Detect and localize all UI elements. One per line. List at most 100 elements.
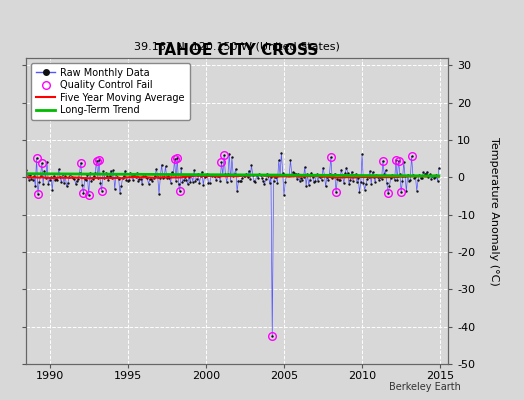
- Point: [147, 176, 156, 182]
- Point: [231, 170, 239, 177]
- Point: [422, 170, 430, 177]
- Point: [51, 177, 59, 183]
- Point: [342, 165, 351, 171]
- Point: [371, 179, 379, 185]
- Legend: Raw Monthly Data, Quality Control Fail, Five Year Moving Average, Long-Term Tren: Raw Monthly Data, Quality Control Fail, …: [31, 63, 190, 120]
- Point: [286, 157, 294, 163]
- Point: [54, 166, 63, 172]
- Point: [53, 177, 62, 183]
- Point: [285, 172, 293, 178]
- Point: [82, 177, 90, 184]
- Point: [192, 176, 201, 182]
- Point: [195, 180, 203, 186]
- Point: [254, 175, 262, 182]
- Point: [336, 177, 344, 184]
- Point: [36, 173, 45, 179]
- Point: [191, 178, 200, 184]
- Point: [207, 172, 215, 178]
- Point: [264, 173, 272, 180]
- Point: [41, 175, 50, 182]
- Y-axis label: Temperature Anomaly (°C): Temperature Anomaly (°C): [489, 137, 499, 285]
- Point: [219, 172, 227, 178]
- Point: [127, 173, 136, 179]
- Point: [176, 188, 184, 194]
- Point: [75, 170, 84, 176]
- Point: [81, 176, 89, 182]
- Point: [224, 171, 232, 177]
- Title: TAHOE CITY CROSS: TAHOE CITY CROSS: [156, 43, 319, 58]
- Point: [213, 173, 222, 180]
- Point: [290, 170, 299, 176]
- Point: [363, 176, 372, 182]
- Point: [407, 153, 416, 160]
- Point: [84, 192, 93, 198]
- Point: [34, 190, 42, 197]
- Point: [318, 177, 326, 184]
- Point: [269, 178, 278, 184]
- Point: [225, 150, 234, 157]
- Point: [304, 182, 313, 188]
- Point: [420, 170, 429, 177]
- Point: [114, 176, 123, 182]
- Point: [383, 180, 391, 186]
- Point: [57, 179, 66, 185]
- Point: [432, 172, 441, 178]
- Point: [259, 178, 267, 184]
- Point: [182, 176, 191, 183]
- Point: [344, 170, 352, 176]
- Point: [268, 333, 277, 339]
- Point: [385, 183, 394, 189]
- Point: [368, 169, 377, 176]
- Point: [38, 160, 46, 166]
- Point: [412, 188, 421, 194]
- Point: [77, 159, 85, 166]
- Point: [210, 173, 218, 180]
- Point: [97, 187, 106, 194]
- Point: [366, 168, 374, 174]
- Point: [253, 172, 261, 178]
- Point: [162, 175, 171, 182]
- Point: [196, 173, 205, 180]
- Point: [151, 172, 159, 179]
- Point: [260, 181, 269, 187]
- Point: [425, 171, 434, 178]
- Point: [332, 189, 340, 195]
- Point: [199, 182, 208, 188]
- Point: [59, 170, 67, 177]
- Point: [321, 183, 330, 190]
- Text: 39.167 N, 120.150 W (United States): 39.167 N, 120.150 W (United States): [134, 42, 340, 52]
- Point: [68, 174, 76, 180]
- Point: [241, 173, 249, 179]
- Point: [16, 175, 24, 181]
- Point: [406, 177, 414, 183]
- Point: [60, 180, 68, 186]
- Point: [278, 170, 287, 176]
- Point: [347, 168, 356, 175]
- Point: [379, 158, 387, 164]
- Point: [390, 177, 399, 184]
- Point: [329, 172, 337, 178]
- Point: [168, 169, 176, 176]
- Point: [294, 171, 302, 177]
- Point: [310, 179, 318, 186]
- Point: [251, 179, 259, 186]
- Point: [293, 176, 301, 182]
- Point: [326, 154, 335, 160]
- Point: [96, 180, 105, 186]
- Point: [104, 177, 113, 184]
- Point: [157, 162, 166, 168]
- Point: [430, 175, 438, 181]
- Point: [275, 157, 283, 164]
- Point: [46, 177, 54, 183]
- Point: [296, 178, 304, 184]
- Point: [35, 179, 43, 185]
- Point: [170, 156, 179, 162]
- Point: [340, 180, 348, 186]
- Point: [116, 189, 124, 196]
- Point: [276, 172, 284, 178]
- Point: [48, 186, 57, 193]
- Point: [234, 178, 243, 184]
- Point: [121, 168, 129, 174]
- Point: [339, 172, 347, 179]
- Point: [169, 171, 178, 177]
